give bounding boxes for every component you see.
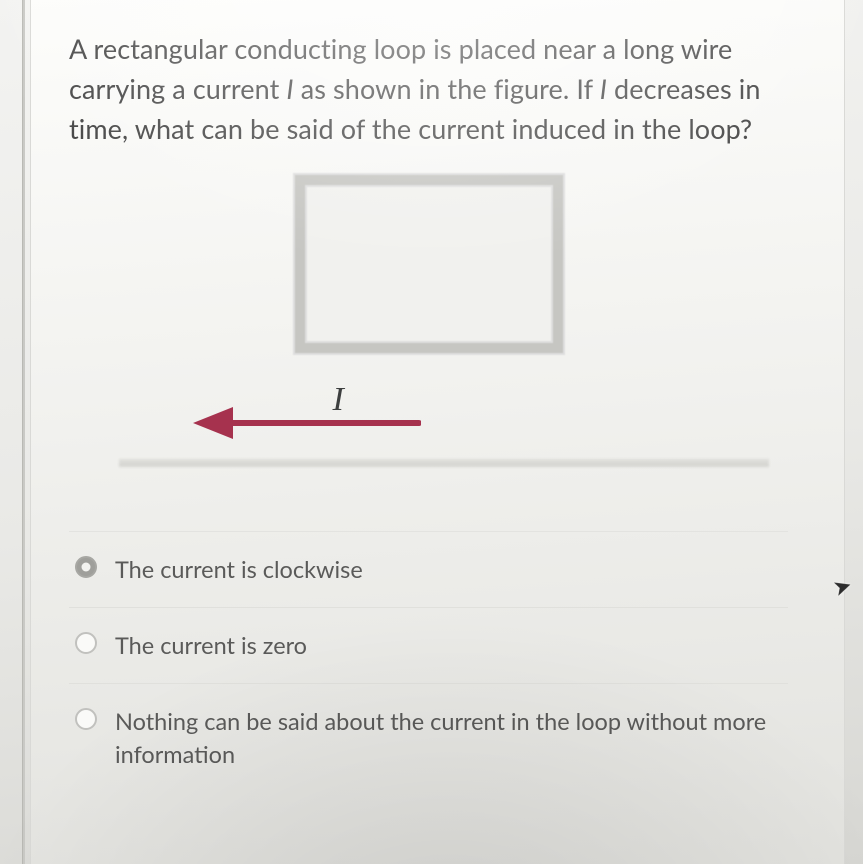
current-arrow-icon	[191, 401, 421, 445]
long-wire	[119, 459, 769, 467]
question-card: A rectangular conducting loop is placed …	[30, 0, 845, 864]
option-zero[interactable]: The current is zero	[69, 608, 788, 684]
variable-I-1: I	[286, 72, 293, 105]
variable-I-2: I	[600, 72, 607, 105]
radio-icon[interactable]	[75, 556, 97, 578]
left-margin-rule	[22, 0, 25, 864]
option-more-info[interactable]: Nothing can be said about the current in…	[69, 684, 788, 792]
question-part-2: as shown in the figure. If	[294, 72, 600, 105]
question-text: A rectangular conducting loop is placed …	[69, 29, 788, 149]
option-clockwise[interactable]: The current is clockwise	[69, 532, 788, 608]
option-label: The current is clockwise	[115, 552, 363, 587]
arrow-zone: I	[109, 397, 749, 473]
radio-icon[interactable]	[75, 632, 97, 654]
option-label: The current is zero	[115, 628, 307, 663]
radio-icon[interactable]	[75, 708, 97, 730]
answer-options: The current is clockwise The current is …	[69, 531, 788, 792]
figure: I	[109, 175, 749, 473]
rect-loop	[295, 175, 563, 353]
option-label: Nothing can be said about the current in…	[115, 704, 782, 772]
page: A rectangular conducting loop is placed …	[0, 0, 863, 864]
